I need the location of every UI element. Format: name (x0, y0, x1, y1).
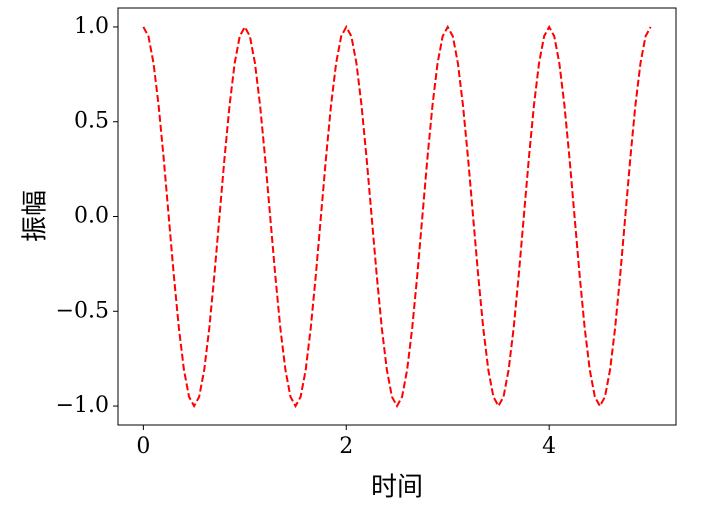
y-tick-label: −0.5 (56, 298, 109, 323)
y-tick-label: −1.0 (56, 393, 109, 418)
x-axis-label: 时间 (371, 473, 423, 503)
y-tick-label: 1.0 (74, 14, 109, 39)
x-tick-label: 0 (136, 434, 150, 459)
plot-frame (117, 7, 677, 426)
x-tick-label: 4 (542, 434, 556, 459)
y-tick-label: 0.5 (74, 109, 109, 134)
y-axis-label: 振幅 (21, 190, 51, 242)
line (142, 24, 652, 409)
x-tick-label: 2 (339, 434, 353, 459)
y-tick-label: 0.0 (74, 204, 109, 229)
